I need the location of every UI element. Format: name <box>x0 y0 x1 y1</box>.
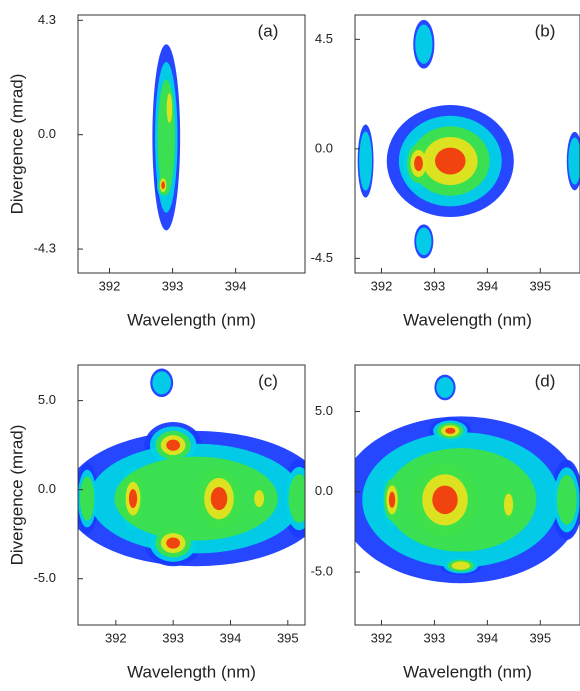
y-tick-label: -5.0 <box>34 570 56 585</box>
intensity-region <box>161 181 165 190</box>
plot-frame <box>77 14 306 274</box>
x-axis-title: Wavelength (nm) <box>403 310 532 329</box>
x-tick-label: 394 <box>220 630 242 645</box>
intensity-region <box>152 371 171 395</box>
y-tick-label: 4.5 <box>315 31 333 46</box>
y-tick-label: 5.0 <box>315 403 333 418</box>
intensity-region <box>288 474 305 523</box>
plot-frame <box>354 364 580 626</box>
plot-area <box>78 368 305 567</box>
y-tick-label: -4.3 <box>34 240 56 255</box>
intensity-region <box>210 487 228 511</box>
y-axis-title: Divergence (mrad) <box>7 425 26 566</box>
y-tick-label: 5.0 <box>38 392 56 407</box>
panel-label: (a) <box>258 21 279 40</box>
panel-label: (d) <box>535 371 556 390</box>
x-axis-title: Wavelength (nm) <box>127 310 256 329</box>
intensity-region <box>114 456 278 541</box>
x-tick-label: 393 <box>162 278 184 293</box>
intensity-region <box>80 476 95 521</box>
x-tick-label: 392 <box>99 278 121 293</box>
intensity-region <box>166 537 181 549</box>
x-tick-label: 392 <box>371 278 393 293</box>
intensity-region <box>451 561 470 570</box>
x-tick-label: 395 <box>529 278 551 293</box>
x-axis-title: Wavelength (nm) <box>127 662 256 681</box>
panel-label: (c) <box>258 371 278 390</box>
intensity-region <box>416 227 432 256</box>
y-tick-label: -5.0 <box>311 563 333 578</box>
y-tick-label: 4.3 <box>38 12 56 27</box>
plot-area <box>152 44 181 231</box>
plot-frame <box>354 14 580 274</box>
intensity-region <box>556 474 577 525</box>
intensity-region <box>388 491 396 508</box>
intensity-region <box>503 493 514 516</box>
y-axis-title: Divergence (mrad) <box>7 74 26 215</box>
intensity-region <box>166 93 173 123</box>
intensity-region <box>415 24 433 64</box>
intensity-region <box>128 489 138 508</box>
x-tick-label: 394 <box>225 278 247 293</box>
intensity-region <box>254 490 265 507</box>
panel-label: (b) <box>535 21 556 40</box>
x-tick-label: 395 <box>529 630 551 645</box>
intensity-region <box>436 377 454 398</box>
intensity-region <box>414 155 423 172</box>
y-tick-label: 0.0 <box>38 481 56 496</box>
x-tick-label: 392 <box>105 630 127 645</box>
x-tick-label: 394 <box>477 278 499 293</box>
y-tick-label: 0.0 <box>38 126 56 141</box>
y-tick-label: 0.0 <box>315 140 333 155</box>
x-tick-label: 393 <box>424 630 446 645</box>
intensity-region <box>166 439 181 451</box>
x-tick-label: 393 <box>162 630 184 645</box>
x-tick-label: 392 <box>371 630 393 645</box>
intensity-region <box>568 137 580 185</box>
plot-frame <box>77 364 306 626</box>
intensity-region <box>435 147 466 175</box>
x-tick-label: 394 <box>477 630 499 645</box>
y-tick-label: -4.5 <box>311 250 333 265</box>
x-tick-label: 393 <box>424 278 446 293</box>
y-tick-label: 0.0 <box>315 483 333 498</box>
intensity-region <box>445 427 456 434</box>
intensity-region <box>432 485 458 515</box>
x-axis-title: Wavelength (nm) <box>403 662 532 681</box>
intensity-region <box>359 131 373 191</box>
plot-area <box>357 19 580 259</box>
plot-area <box>355 374 580 584</box>
x-tick-label: 395 <box>277 630 299 645</box>
